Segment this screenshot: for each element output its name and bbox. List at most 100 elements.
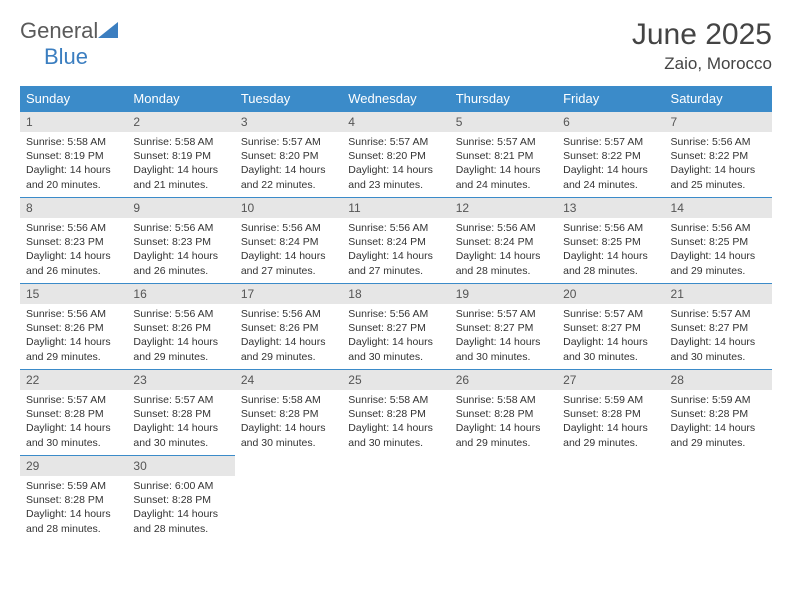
sunrise-line: Sunrise: 5:57 AM (133, 393, 228, 407)
sunrise-line: Sunrise: 5:57 AM (671, 307, 766, 321)
day-content: Sunrise: 5:56 AMSunset: 8:23 PMDaylight:… (127, 218, 234, 282)
sunset-line: Sunset: 8:24 PM (456, 235, 551, 249)
day-number: 26 (450, 370, 557, 390)
daylight-line: Daylight: 14 hours and 29 minutes. (671, 421, 766, 449)
calendar-day-cell: 28Sunrise: 5:59 AMSunset: 8:28 PMDayligh… (665, 370, 772, 456)
calendar-day-cell (342, 456, 449, 542)
daylight-line: Daylight: 14 hours and 30 minutes. (348, 421, 443, 449)
day-content: Sunrise: 5:59 AMSunset: 8:28 PMDaylight:… (20, 476, 127, 540)
daylight-line: Daylight: 14 hours and 24 minutes. (456, 163, 551, 191)
day-content: Sunrise: 5:59 AMSunset: 8:28 PMDaylight:… (557, 390, 664, 454)
day-content: Sunrise: 5:58 AMSunset: 8:28 PMDaylight:… (342, 390, 449, 454)
day-content: Sunrise: 5:56 AMSunset: 8:25 PMDaylight:… (557, 218, 664, 282)
calendar-week-row: 1Sunrise: 5:58 AMSunset: 8:19 PMDaylight… (20, 112, 772, 198)
calendar-day-cell: 27Sunrise: 5:59 AMSunset: 8:28 PMDayligh… (557, 370, 664, 456)
sunrise-line: Sunrise: 5:56 AM (26, 221, 121, 235)
daylight-line: Daylight: 14 hours and 28 minutes. (26, 507, 121, 535)
day-content: Sunrise: 5:58 AMSunset: 8:19 PMDaylight:… (127, 132, 234, 196)
day-number: 30 (127, 456, 234, 476)
sunset-line: Sunset: 8:28 PM (456, 407, 551, 421)
logo-text: General Blue (20, 18, 118, 70)
day-content: Sunrise: 5:56 AMSunset: 8:26 PMDaylight:… (127, 304, 234, 368)
sunrise-line: Sunrise: 5:58 AM (348, 393, 443, 407)
sunrise-line: Sunrise: 5:56 AM (133, 221, 228, 235)
day-number: 20 (557, 284, 664, 304)
sunset-line: Sunset: 8:28 PM (26, 407, 121, 421)
sunset-line: Sunset: 8:24 PM (348, 235, 443, 249)
sunrise-line: Sunrise: 5:57 AM (563, 135, 658, 149)
sunset-line: Sunset: 8:28 PM (563, 407, 658, 421)
daylight-line: Daylight: 14 hours and 30 minutes. (456, 335, 551, 363)
sunrise-line: Sunrise: 5:58 AM (133, 135, 228, 149)
daylight-line: Daylight: 14 hours and 27 minutes. (241, 249, 336, 277)
sunset-line: Sunset: 8:24 PM (241, 235, 336, 249)
weekday-header: Monday (127, 86, 234, 112)
sunrise-line: Sunrise: 5:56 AM (26, 307, 121, 321)
calendar-day-cell: 21Sunrise: 5:57 AMSunset: 8:27 PMDayligh… (665, 284, 772, 370)
calendar-day-cell: 24Sunrise: 5:58 AMSunset: 8:28 PMDayligh… (235, 370, 342, 456)
sunset-line: Sunset: 8:27 PM (671, 321, 766, 335)
day-number: 23 (127, 370, 234, 390)
calendar-week-row: 8Sunrise: 5:56 AMSunset: 8:23 PMDaylight… (20, 198, 772, 284)
calendar-day-cell: 7 Sunrise: 5:56 AMSunset: 8:22 PMDaylight… (665, 112, 772, 198)
day-number: 14 (665, 198, 772, 218)
daylight-line: Daylight: 14 hours and 24 minutes. (563, 163, 658, 191)
day-content: Sunrise: 5:56 AMSunset: 8:24 PMDaylight:… (235, 218, 342, 282)
day-content: Sunrise: 5:57 AMSunset: 8:28 PMDaylight:… (20, 390, 127, 454)
day-number: 8 (20, 198, 127, 218)
calendar-day-cell: 16Sunrise: 5:56 AMSunset: 8:26 PMDayligh… (127, 284, 234, 370)
day-number: 24 (235, 370, 342, 390)
day-number: 7 (665, 112, 772, 132)
daylight-line: Daylight: 14 hours and 29 minutes. (241, 335, 336, 363)
day-number: 22 (20, 370, 127, 390)
day-content: Sunrise: 6:00 AMSunset: 8:28 PMDaylight:… (127, 476, 234, 540)
daylight-line: Daylight: 14 hours and 25 minutes. (671, 163, 766, 191)
calendar-table: Sunday Monday Tuesday Wednesday Thursday… (20, 86, 772, 542)
daylight-line: Daylight: 14 hours and 29 minutes. (563, 421, 658, 449)
sunrise-line: Sunrise: 5:57 AM (456, 135, 551, 149)
weekday-header: Tuesday (235, 86, 342, 112)
day-content: Sunrise: 5:57 AMSunset: 8:27 PMDaylight:… (665, 304, 772, 368)
calendar-day-cell: 19Sunrise: 5:57 AMSunset: 8:27 PMDayligh… (450, 284, 557, 370)
page-title: June 2025 (632, 18, 772, 52)
sunset-line: Sunset: 8:19 PM (26, 149, 121, 163)
location-label: Zaio, Morocco (632, 54, 772, 74)
sunset-line: Sunset: 8:22 PM (671, 149, 766, 163)
calendar-day-cell (665, 456, 772, 542)
sunset-line: Sunset: 8:20 PM (348, 149, 443, 163)
day-content: Sunrise: 5:56 AMSunset: 8:26 PMDaylight:… (20, 304, 127, 368)
sunset-line: Sunset: 8:20 PM (241, 149, 336, 163)
calendar-day-cell: 14Sunrise: 5:56 AMSunset: 8:25 PMDayligh… (665, 198, 772, 284)
sunrise-line: Sunrise: 5:57 AM (241, 135, 336, 149)
day-content: Sunrise: 5:59 AMSunset: 8:28 PMDaylight:… (665, 390, 772, 454)
sunset-line: Sunset: 8:26 PM (241, 321, 336, 335)
sunset-line: Sunset: 8:26 PM (26, 321, 121, 335)
day-content: Sunrise: 5:58 AMSunset: 8:28 PMDaylight:… (235, 390, 342, 454)
calendar-day-cell: 9Sunrise: 5:56 AMSunset: 8:23 PMDaylight… (127, 198, 234, 284)
calendar-day-cell (557, 456, 664, 542)
day-number: 12 (450, 198, 557, 218)
sunrise-line: Sunrise: 5:56 AM (241, 307, 336, 321)
sunrise-line: Sunrise: 5:58 AM (241, 393, 336, 407)
day-content: Sunrise: 5:58 AMSunset: 8:19 PMDaylight:… (20, 132, 127, 196)
sunset-line: Sunset: 8:27 PM (456, 321, 551, 335)
daylight-line: Daylight: 14 hours and 26 minutes. (26, 249, 121, 277)
logo: General Blue (20, 18, 118, 70)
calendar-day-cell: 3Sunrise: 5:57 AMSunset: 8:20 PMDaylight… (235, 112, 342, 198)
daylight-line: Daylight: 14 hours and 28 minutes. (456, 249, 551, 277)
sunrise-line: Sunrise: 5:58 AM (26, 135, 121, 149)
daylight-line: Daylight: 14 hours and 30 minutes. (26, 421, 121, 449)
sunset-line: Sunset: 8:23 PM (133, 235, 228, 249)
logo-triangle-icon (98, 22, 118, 38)
day-number: 28 (665, 370, 772, 390)
sunrise-line: Sunrise: 5:57 AM (348, 135, 443, 149)
daylight-line: Daylight: 14 hours and 30 minutes. (241, 421, 336, 449)
sunrise-line: Sunrise: 5:56 AM (671, 135, 766, 149)
sunrise-line: Sunrise: 5:56 AM (133, 307, 228, 321)
day-number: 16 (127, 284, 234, 304)
calendar-day-cell: 10Sunrise: 5:56 AMSunset: 8:24 PMDayligh… (235, 198, 342, 284)
day-number: 29 (20, 456, 127, 476)
sunrise-line: Sunrise: 5:59 AM (26, 479, 121, 493)
daylight-line: Daylight: 14 hours and 30 minutes. (348, 335, 443, 363)
day-content: Sunrise: 5:57 AMSunset: 8:22 PMDaylight:… (557, 132, 664, 196)
